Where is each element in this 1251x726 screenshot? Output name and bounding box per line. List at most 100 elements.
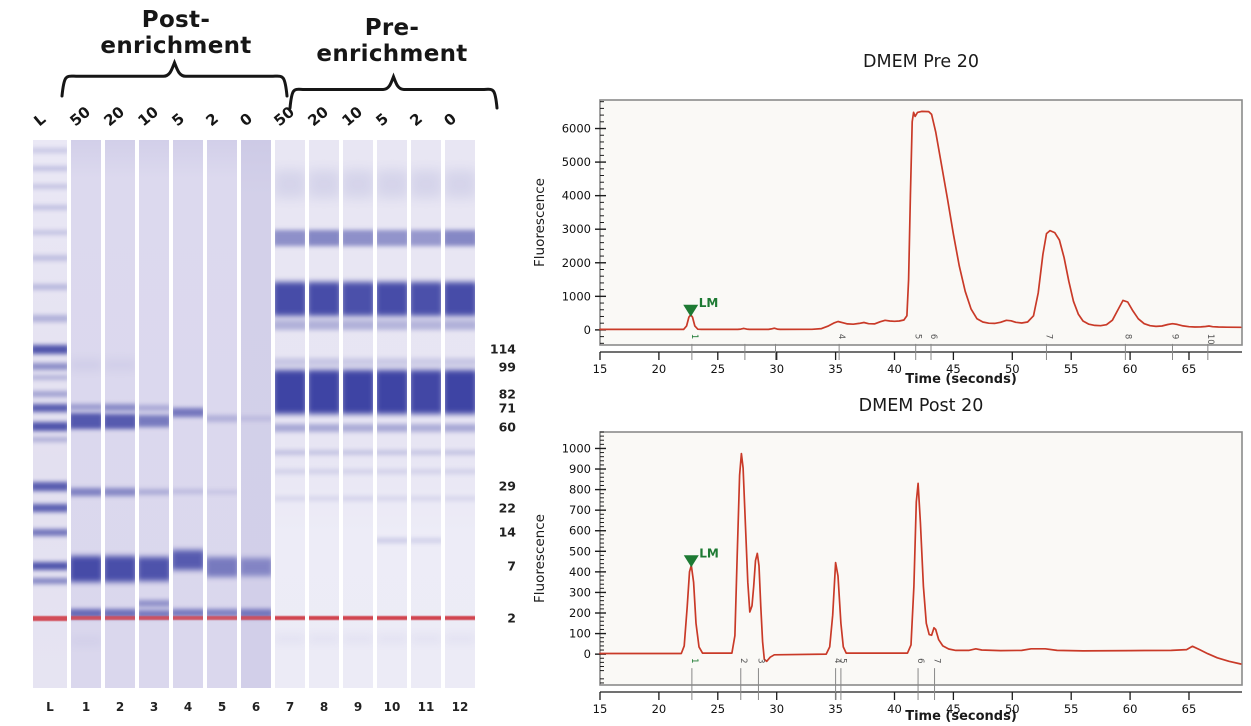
peak-number-label: 6 — [928, 334, 938, 339]
x-tick-label: 55 — [1064, 702, 1079, 716]
gel-band — [33, 562, 67, 571]
y-axis-label: Fluorescence — [532, 514, 548, 603]
x-tick-label: 65 — [1182, 702, 1197, 716]
x-axis-label: Time (seconds) — [905, 709, 1017, 724]
gel-marker-band-red — [33, 615, 67, 621]
gel-band — [411, 469, 441, 475]
plot-frame — [599, 431, 1243, 686]
y-tick-label: 100 — [569, 627, 591, 641]
x-tick-label: 30 — [769, 362, 784, 376]
gel-marker-band-red — [207, 616, 237, 621]
gel-band — [33, 403, 67, 412]
gel-band — [377, 424, 407, 433]
gel-marker-band-red — [275, 616, 305, 621]
gel-marker-band-red — [445, 616, 475, 621]
x-tick-label: 65 — [1182, 362, 1197, 376]
gel-band — [309, 424, 339, 433]
gel-band — [275, 320, 305, 331]
gel-band — [275, 281, 305, 316]
gel-lane-8 — [309, 140, 339, 688]
y-tick-label: 0 — [584, 647, 591, 661]
gel-band — [309, 634, 339, 643]
peak-number-label: 1 — [689, 658, 699, 663]
post-enrichment-heading-line2: enrichment — [100, 32, 252, 59]
gel-lane-11 — [411, 140, 441, 688]
gel-band — [33, 422, 67, 432]
lane-bottom-label: 11 — [417, 700, 435, 714]
gel-band — [71, 556, 101, 583]
lm-marker-icon — [683, 555, 699, 568]
y-tick-label: 1000 — [562, 289, 591, 303]
peak-number-label: 6 — [915, 658, 925, 663]
gel-lane-9 — [343, 140, 373, 688]
group-braces — [60, 58, 499, 110]
gel-marker-band-red — [173, 616, 203, 621]
gel-band — [241, 415, 271, 421]
gel-band — [377, 469, 407, 475]
gel-marker-band-red — [139, 616, 169, 621]
y-tick-label: 2000 — [562, 256, 591, 270]
lane-bottom-label: 9 — [353, 700, 363, 714]
gel-band — [275, 469, 305, 475]
gel-band — [173, 609, 203, 618]
x-tick-label: 15 — [593, 362, 608, 376]
gel-band — [377, 370, 407, 415]
gel-band — [33, 375, 67, 381]
gel-band — [139, 488, 169, 495]
gel-band — [139, 404, 169, 411]
peak-number-label: 4 — [836, 334, 846, 339]
gel-band — [275, 424, 305, 433]
gel-band — [309, 469, 339, 475]
x-tick-label: 50 — [1005, 702, 1020, 716]
gel-band — [445, 320, 475, 331]
gel-band — [309, 357, 339, 366]
gel-band — [445, 424, 475, 433]
peak-number-label: 10 — [1205, 334, 1215, 345]
gel-band — [207, 414, 237, 422]
peak-number-label: 5 — [913, 334, 923, 339]
gel-band — [207, 609, 237, 618]
gel-lane-2 — [105, 140, 135, 688]
gel-band — [105, 608, 135, 618]
post-enrichment-heading-line1: Post- — [141, 7, 211, 33]
y-tick-label: 800 — [569, 483, 591, 497]
gel-lane-6 — [241, 140, 271, 688]
gel-marker-band-red — [309, 616, 339, 621]
y-tick-label: 3000 — [562, 222, 591, 236]
fluorescence-trace — [599, 110, 1242, 331]
gel-marker-band-red — [411, 616, 441, 621]
lane-bottom-label: L — [46, 700, 54, 714]
peak-number-label: 8 — [1122, 334, 1132, 339]
gel-band — [377, 496, 407, 502]
gel-band — [343, 449, 373, 455]
gel-band — [343, 281, 373, 316]
gel-band — [411, 169, 441, 198]
gel-band — [411, 537, 441, 543]
gel-band — [71, 404, 101, 411]
gel-band — [71, 637, 101, 646]
lane-bottom-label: 8 — [319, 700, 329, 714]
x-axis-label: Time (seconds) — [905, 372, 1017, 387]
gel-band — [33, 481, 67, 491]
gel-band — [445, 634, 475, 643]
chart-title: DMEM Post 20 — [859, 396, 984, 416]
gel-band — [105, 413, 135, 429]
gel-band — [377, 281, 407, 316]
gel-band — [309, 229, 339, 246]
gel-band — [445, 169, 475, 198]
peak-number-label: 4 — [832, 658, 842, 663]
gel-lane-1 — [71, 140, 101, 688]
y-tick-label: 0 — [584, 323, 591, 337]
y-tick-label: 200 — [569, 606, 591, 620]
gel-panel: Post- enrichment Pre- enrichment L 50 20 10… — [0, 0, 520, 726]
gel-band — [275, 169, 305, 198]
gel-band — [411, 281, 441, 316]
lane-bottom-label: 12 — [451, 700, 469, 714]
gel-band — [275, 449, 305, 455]
post-enrichment-heading: Post- enrichment — [100, 7, 252, 60]
ladder-marker-label: 14 — [498, 524, 516, 540]
chart-title: DMEM Pre 20 — [863, 52, 979, 72]
gel-band — [445, 281, 475, 316]
gel-band — [377, 537, 407, 543]
